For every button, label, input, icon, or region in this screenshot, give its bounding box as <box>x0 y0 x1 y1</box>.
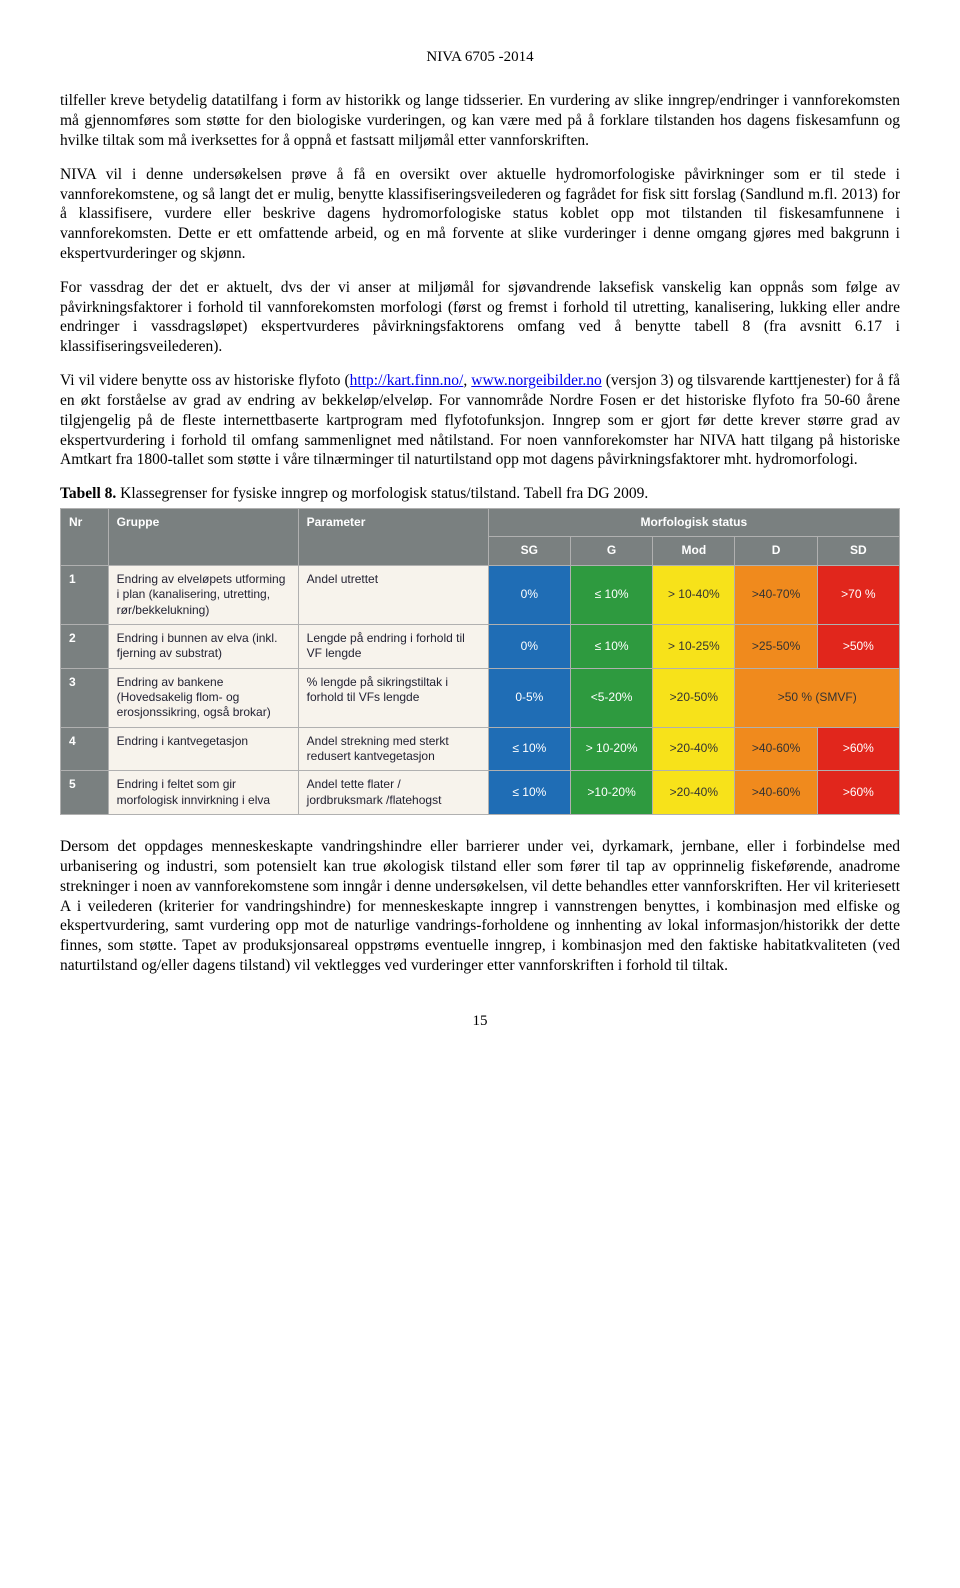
cell-status: > 10-20% <box>570 727 652 771</box>
cell-status: >70 % <box>817 565 899 624</box>
table-caption-bold: Tabell 8. <box>60 485 116 502</box>
cell-status: > 10-40% <box>653 565 735 624</box>
table-row: 3Endring av bankene (Hovedsakelig flom- … <box>61 668 900 727</box>
table-row: 5Endring i feltet som gir morfologisk in… <box>61 771 900 815</box>
cell-status: >10-20% <box>570 771 652 815</box>
paragraph-1: tilfeller kreve betydelig datatilfang i … <box>60 91 900 150</box>
cell-status: >25-50% <box>735 624 817 668</box>
cell-gruppe: Endring i kantvegetasjon <box>108 727 298 771</box>
cell-status: 0% <box>488 565 570 624</box>
cell-nr: 5 <box>61 771 109 815</box>
table-row: 4Endring i kantvegetasjonAndel strekning… <box>61 727 900 771</box>
cell-status: >20-50% <box>653 668 735 727</box>
cell-gruppe: Endring av elveløpets utforming i plan (… <box>108 565 298 624</box>
table-caption-rest: Klassegrenser for fysiske inngrep og mor… <box>116 485 648 502</box>
cell-status: >60% <box>817 771 899 815</box>
cell-status: >50 % (SMVF) <box>735 668 900 727</box>
link-kart-finn[interactable]: http://kart.finn.no/ <box>350 372 464 389</box>
paragraph-2: NIVA vil i denne undersøkelsen prøve å f… <box>60 165 900 264</box>
table-row: 2Endring i bunnen av elva (inkl. fjernin… <box>61 624 900 668</box>
cell-status: ≤ 10% <box>570 565 652 624</box>
th-parameter: Parameter <box>298 509 488 566</box>
cell-parameter: Andel utrettet <box>298 565 488 624</box>
cell-nr: 3 <box>61 668 109 727</box>
cell-parameter: Andel tette flater / jordbruksmark /flat… <box>298 771 488 815</box>
th-sub-SD: SD <box>817 537 899 565</box>
cell-status: >40-60% <box>735 771 817 815</box>
cell-gruppe: Endring i feltet som gir morfologisk inn… <box>108 771 298 815</box>
cell-status: <5-20% <box>570 668 652 727</box>
cell-status: >20-40% <box>653 727 735 771</box>
status-table: Nr Gruppe Parameter Morfologisk status S… <box>60 508 900 815</box>
cell-parameter: % lengde på sikringstiltak i forhold til… <box>298 668 488 727</box>
link-norgeibilder[interactable]: www.norgeibilder.no <box>471 372 601 389</box>
th-status: Morfologisk status <box>488 509 899 537</box>
th-sub-Mod: Mod <box>653 537 735 565</box>
cell-parameter: Lengde på endring i forhold til VF lengd… <box>298 624 488 668</box>
table-row: 1Endring av elveløpets utforming i plan … <box>61 565 900 624</box>
th-sub-SG: SG <box>488 537 570 565</box>
th-nr: Nr <box>61 509 109 566</box>
cell-gruppe: Endring i bunnen av elva (inkl. fjerning… <box>108 624 298 668</box>
cell-status: >40-70% <box>735 565 817 624</box>
page-number: 15 <box>60 1012 900 1031</box>
cell-nr: 4 <box>61 727 109 771</box>
paragraph-4: Vi vil videre benytte oss av historiske … <box>60 371 900 470</box>
cell-status: ≤ 10% <box>570 624 652 668</box>
cell-status: ≤ 10% <box>488 727 570 771</box>
paragraph-3: For vassdrag der det er aktuelt, dvs der… <box>60 278 900 357</box>
cell-status: > 10-25% <box>653 624 735 668</box>
th-gruppe: Gruppe <box>108 509 298 566</box>
cell-parameter: Andel strekning med sterkt redusert kant… <box>298 727 488 771</box>
cell-nr: 2 <box>61 624 109 668</box>
cell-status: >40-60% <box>735 727 817 771</box>
table-caption: Tabell 8. Klassegrenser for fysiske inng… <box>60 484 900 504</box>
cell-status: >20-40% <box>653 771 735 815</box>
p4-text-a: Vi vil videre benytte oss av historiske … <box>60 372 350 389</box>
cell-status: >60% <box>817 727 899 771</box>
page-header: NIVA 6705 -2014 <box>60 48 900 67</box>
cell-status: 0-5% <box>488 668 570 727</box>
cell-nr: 1 <box>61 565 109 624</box>
cell-status: 0% <box>488 624 570 668</box>
th-sub-G: G <box>570 537 652 565</box>
cell-gruppe: Endring av bankene (Hovedsakelig flom- o… <box>108 668 298 727</box>
cell-status: ≤ 10% <box>488 771 570 815</box>
th-sub-D: D <box>735 537 817 565</box>
cell-status: >50% <box>817 624 899 668</box>
paragraph-5: Dersom det oppdages menneskeskapte vandr… <box>60 837 900 976</box>
